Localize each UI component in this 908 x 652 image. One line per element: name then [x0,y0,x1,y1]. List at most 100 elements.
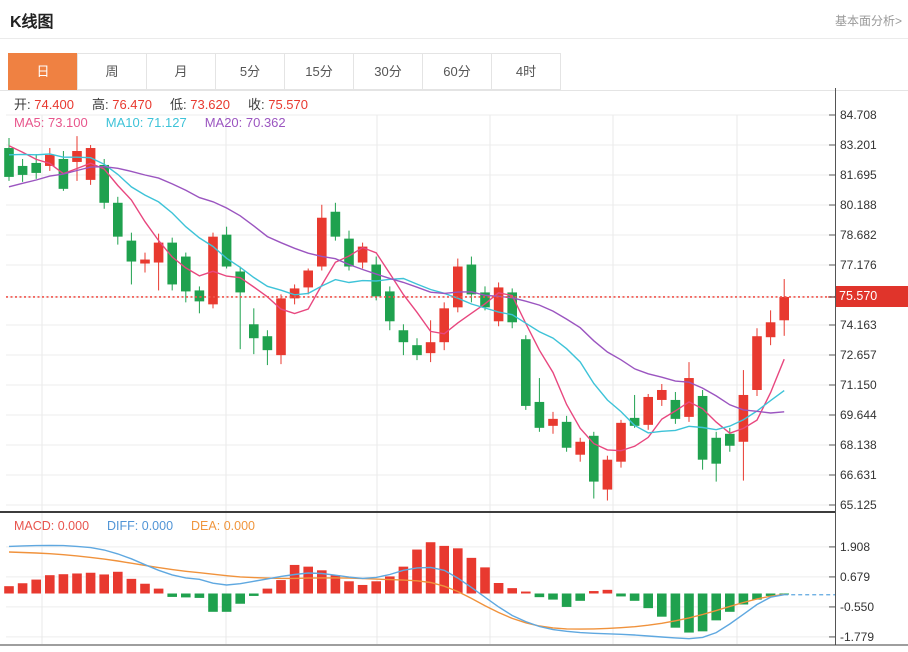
macd-bar [507,588,517,594]
y-axis-label: 69.644 [840,408,877,422]
macd-bar [208,593,218,612]
candle-body [398,330,409,343]
tab-30分[interactable]: 30分 [353,53,423,90]
candle-body [725,433,735,446]
candle-body [765,322,776,338]
macd-bar [480,567,490,594]
candle-body [317,217,327,267]
y-axis-label: 72.657 [840,348,877,362]
ma10-line [8,153,785,434]
macd-bar [276,580,286,594]
macd-bar [657,593,667,617]
macd-bar [684,593,694,633]
candle-body [752,336,762,390]
ma-ma10: MA10: 71.127 [105,115,187,130]
macd-bar [602,589,613,594]
candle-body [684,378,694,417]
macd-bar [643,593,653,609]
current-price-tag: 75.570 [836,286,908,307]
macd-bar [779,593,789,595]
candle-body [262,336,273,351]
candle-body [466,264,477,295]
candle-body [629,417,640,426]
candlestick-chart[interactable]: 84.708 83.201 81.695 80.188 78.682 77.176 74.1… [0,88,908,512]
candle-body [113,202,123,237]
ma5-line [8,145,785,452]
ma-ma5: MA5: 73.100 [14,115,88,130]
y-axis-label: 84.708 [840,108,877,122]
header-divider [0,38,908,39]
candle-body [779,296,789,321]
macd-bar [385,576,395,594]
candle-body [575,441,585,455]
macd-bar [289,564,300,594]
tab-4时[interactable]: 4时 [491,53,561,90]
macd-bar [371,581,381,594]
tab-15分[interactable]: 15分 [284,53,354,90]
ma20-line [8,165,785,414]
fundamental-analysis-link[interactable]: 基本面分析> [834,14,902,28]
macd-bar [58,574,69,594]
candle-body [425,342,436,354]
candle-body [453,266,463,308]
candle-body [126,240,137,262]
macd-bar [738,593,749,605]
candle-body [208,236,218,305]
macd-macd: MACD: 0.000 [14,519,90,533]
tab-月[interactable]: 月 [146,53,216,90]
candle-body [480,292,490,308]
dea-line [8,551,785,630]
macd-bar [31,579,41,594]
macd-bar [589,591,599,594]
page-title: K线图 [10,14,54,31]
ohlc-low: 低: 73.620 [170,97,230,112]
candle-body [521,339,531,406]
candles [4,136,789,501]
tab-周[interactable]: 周 [77,53,147,90]
y-axis-label: 1.908 [840,540,870,554]
candle-body [99,164,109,203]
tab-60分[interactable]: 60分 [422,53,492,90]
candle-body [167,242,177,285]
y-axis-label: 74.163 [840,318,877,332]
candle-body [249,324,259,339]
main-grid [6,114,835,511]
macd-bar [725,593,735,612]
candle-body [412,345,422,356]
tab-日[interactable]: 日 [8,53,78,90]
macd-bar [17,583,28,594]
ohlc-open: 开: 74.400 [14,97,74,112]
y-axis-label: 81.695 [840,168,877,182]
candle-body [493,287,504,322]
macd-bar [412,549,422,594]
macd-chart[interactable]: 1.908 0.679 -0.550 -1.779 [0,512,908,652]
macd-bar [303,566,313,594]
period-tabs: 日周月 5分 15分 30分 60分 4时 [0,53,908,91]
candle-body [738,394,749,442]
macd-bar [221,593,232,612]
macd-bar [126,578,137,594]
macd-bar [629,593,640,601]
macd-bar [113,571,123,594]
candle-body [235,271,245,293]
diff-line [8,544,785,640]
candle-body [221,234,232,267]
macd-bar [72,573,82,594]
candle-body [276,298,286,356]
y-axis-label: 66.631 [840,468,877,482]
candle-body [589,435,599,482]
macd-bar [262,588,273,594]
macd-bar [153,588,164,594]
y-axis-label: 77.176 [840,258,877,272]
ohlc-close: 收: 75.570 [248,97,308,112]
candle-body [616,422,626,462]
macd-bar [344,581,354,594]
tab-5分[interactable]: 5分 [215,53,285,90]
candle-body [344,238,354,267]
candle-body [153,242,164,263]
macd-bar [194,593,205,598]
candle-body [194,290,205,302]
candle-body [330,211,341,237]
macd-bar [181,593,191,598]
